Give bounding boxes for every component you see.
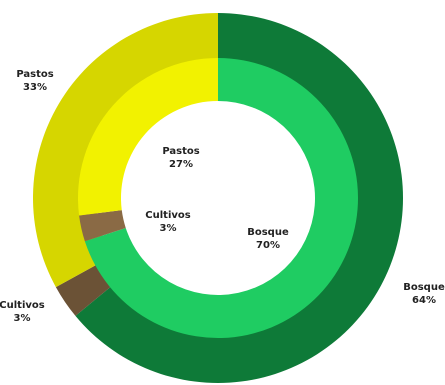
- outer-label-pastos-name: Pastos: [16, 69, 53, 80]
- inner-label-bosque-name: Bosque: [247, 227, 289, 238]
- inner-slice-pastos: [77, 57, 218, 216]
- outer-label-cultivos-value: 3%: [14, 313, 31, 324]
- inner-slice-bosque: [84, 58, 358, 338]
- inner-label-pastos-value: 27%: [169, 159, 193, 170]
- inner-label-bosque-value: 70%: [256, 240, 280, 251]
- inner-label-cultivos-name: Cultivos: [145, 210, 190, 221]
- outer-label-bosque-name: Bosque: [403, 282, 445, 293]
- outer-label-pastos-value: 33%: [23, 82, 47, 93]
- inner-label-pastos-name: Pastos: [162, 146, 199, 157]
- inner-label-cultivos-value: 3%: [160, 223, 177, 234]
- inner-ring: [77, 57, 358, 338]
- outer-label-cultivos-name: Cultivos: [0, 300, 45, 311]
- inner-slice-cultivos: [79, 210, 126, 242]
- outer-label-bosque-value: 64%: [412, 295, 436, 306]
